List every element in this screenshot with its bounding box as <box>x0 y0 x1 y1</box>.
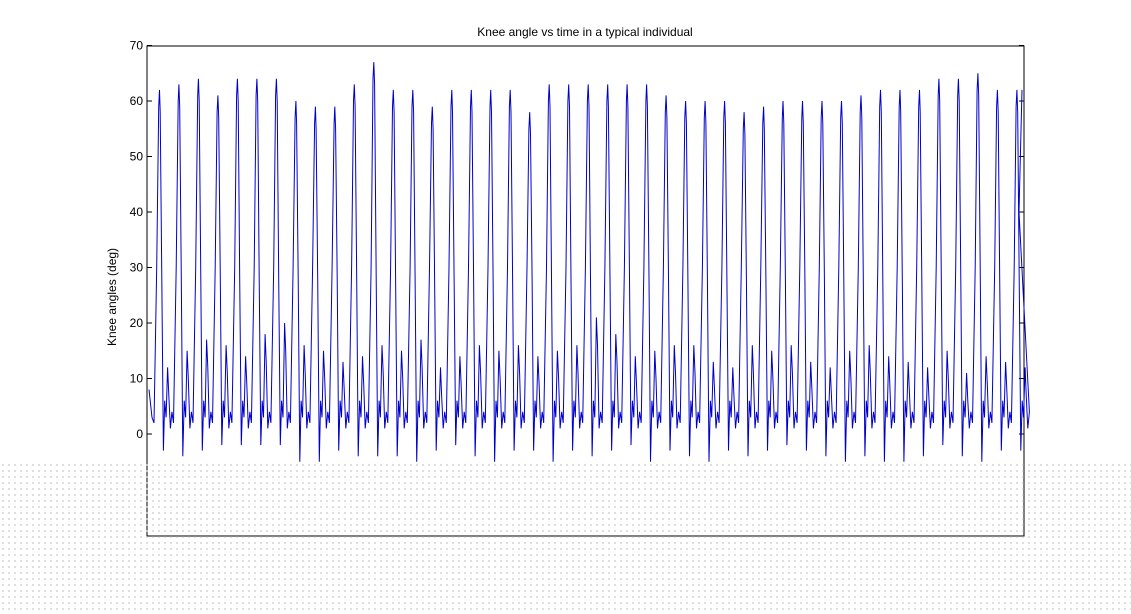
y-tick-label: 0 <box>136 427 143 441</box>
y-axis-label: Knee angles (deg) <box>105 248 119 346</box>
y-tick-label: 50 <box>130 150 144 164</box>
y-tick-label: 40 <box>130 205 144 219</box>
y-tick-label: 70 <box>130 39 144 53</box>
y-tick-label: 30 <box>130 261 144 275</box>
y-axis-ticks <box>147 45 1024 435</box>
occlusion-dot-pattern <box>0 463 1131 614</box>
series-line-knee-angle <box>148 62 1030 462</box>
chart-title: Knee angle vs time in a typical individu… <box>477 25 692 39</box>
y-tick-label: 10 <box>130 372 144 386</box>
y-tick-label: 20 <box>130 316 144 330</box>
y-tick-label: 60 <box>130 94 144 108</box>
y-axis-tick-labels: 0 10 20 30 40 50 60 70 <box>130 39 144 442</box>
